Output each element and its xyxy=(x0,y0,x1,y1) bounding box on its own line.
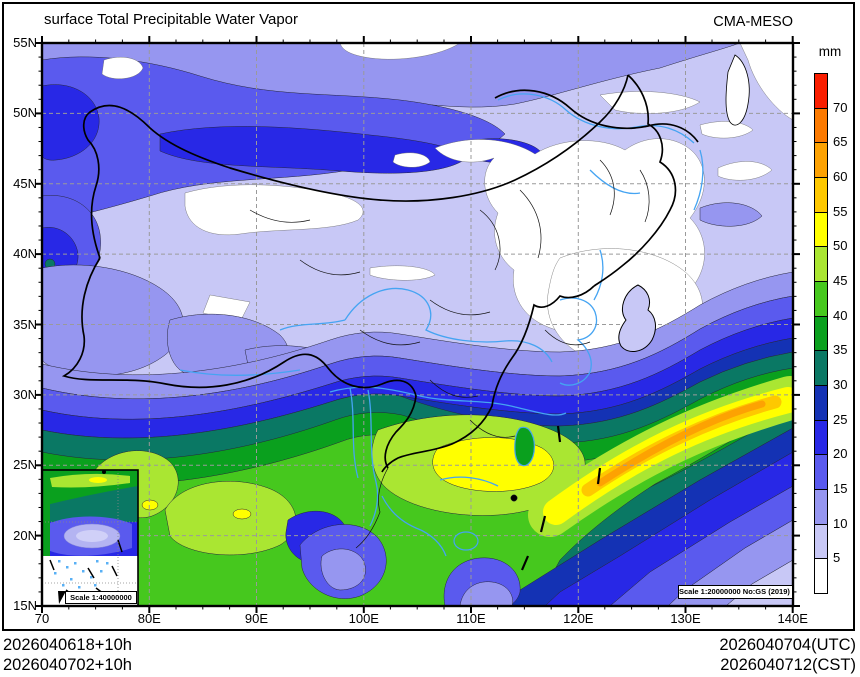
valid-time-cst: 2026040712(CST) xyxy=(720,656,856,674)
colorbar-tick-label: 70 xyxy=(833,99,848,115)
colorbar-segment xyxy=(814,385,828,421)
y-tick-label: 45N xyxy=(13,175,37,191)
y-tick-label: 20N xyxy=(13,527,37,543)
y-tick-label: 25N xyxy=(13,457,37,473)
colorbar-tick-label: 40 xyxy=(833,307,848,323)
colorbar-segment xyxy=(814,315,828,352)
colorbar-tick-label: 45 xyxy=(833,273,848,289)
colorbar-segment xyxy=(814,107,828,144)
colorbar-tick-label: 35 xyxy=(833,342,848,358)
province-borders xyxy=(249,159,650,549)
inset-scale-pointer xyxy=(58,591,66,604)
figure-border xyxy=(2,2,855,631)
colorbar-units-label: mm xyxy=(818,44,842,59)
colorbar-tick-label: 30 xyxy=(833,377,848,393)
colorbar-segment xyxy=(814,454,828,491)
x-tick-label: 90E xyxy=(244,611,269,626)
colorbar-segment xyxy=(814,211,828,248)
korea-peninsula xyxy=(618,284,656,352)
y-tick-label: 35N xyxy=(13,316,37,332)
dash-line-segments xyxy=(520,425,602,571)
colorbar-tick-label: 50 xyxy=(833,238,848,254)
y-tick-label: 30N xyxy=(13,386,37,402)
init-time-utc: 2026040618+10h xyxy=(3,636,132,654)
colorbar-segment xyxy=(814,73,828,109)
y-tick-label: 50N xyxy=(13,105,37,121)
graticule xyxy=(42,43,793,606)
valid-time-utc: 2026040704(UTC) xyxy=(719,636,856,654)
x-tick-label: 70 xyxy=(34,611,50,626)
colorbar-tick-label: 25 xyxy=(833,411,848,427)
colorbar-segment xyxy=(814,350,828,387)
colorbar-tick-label: 55 xyxy=(833,203,848,219)
hainan-island xyxy=(453,531,479,551)
colorbar-tick-label: 65 xyxy=(833,134,848,150)
colorbar-segment xyxy=(814,523,828,560)
colorbar-segment xyxy=(814,281,828,317)
inset-scale-label: Scale 1:40000000 xyxy=(65,591,137,604)
colorbar-tick-label: 10 xyxy=(833,515,848,531)
station-marker xyxy=(510,494,518,502)
y-tick-label: 55N xyxy=(13,35,37,50)
x-tick-label: 120E xyxy=(563,611,594,626)
x-tick-label: 80E xyxy=(137,611,161,626)
x-tick-label: 110E xyxy=(456,611,486,626)
colorbar-segment xyxy=(814,177,828,213)
colorbar-tick-label: 20 xyxy=(833,446,848,462)
inset-dash-line xyxy=(49,539,123,597)
y-tick-label: 15N xyxy=(13,598,37,613)
colorbar-segment xyxy=(814,558,828,595)
colorbar-tick-label: 5 xyxy=(833,550,841,566)
axis-tick-marks xyxy=(35,36,800,613)
colorbar-tick-label: 60 xyxy=(833,169,848,184)
map-scale-label: Scale 1:20000000 No:GS (2019) 1786 xyxy=(678,585,793,599)
contour-fill-layers xyxy=(42,43,793,606)
colorbar-segment xyxy=(814,419,828,456)
y-tick-label: 40N xyxy=(13,246,37,262)
sakhalin-outline xyxy=(725,54,750,126)
inset-map xyxy=(42,470,138,606)
colorbar-segment xyxy=(814,489,828,525)
map-title: surface Total Precipitable Water Vapor xyxy=(44,11,299,28)
rivers xyxy=(179,93,704,557)
init-time-cst: 2026040702+10h xyxy=(3,656,132,674)
x-tick-label: 100E xyxy=(348,611,379,626)
model-name: CMA-MESO xyxy=(713,14,793,30)
national-borders xyxy=(61,74,699,473)
colorbar-tick-label: 15 xyxy=(833,481,848,497)
colorbar-segment xyxy=(814,142,828,178)
x-tick-label: 140E xyxy=(777,611,808,626)
taiwan-island xyxy=(514,426,535,467)
colorbar-segment xyxy=(814,246,828,282)
x-tick-label: 130E xyxy=(670,611,701,626)
